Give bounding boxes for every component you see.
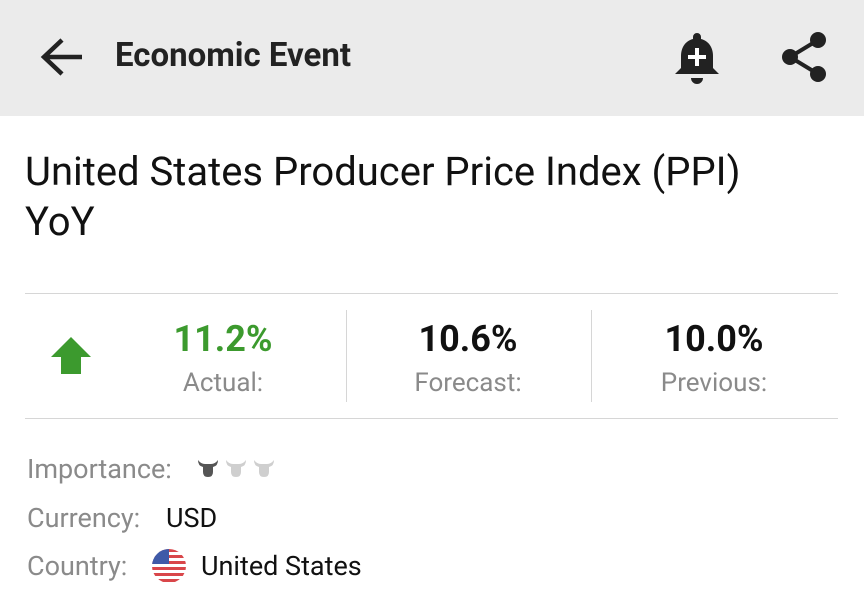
importance-label: Importance: (27, 453, 172, 485)
share-button[interactable] (778, 30, 830, 84)
actual-label: Actual: (182, 368, 264, 398)
event-title: YoY (25, 198, 95, 245)
currency-label: Currency: (27, 502, 141, 534)
country-value: United States (201, 550, 362, 582)
previous-label: Previous: (660, 368, 768, 398)
importance-bull (254, 460, 274, 477)
app-bar (0, 0, 864, 116)
forecast-label: Forecast: (414, 368, 522, 398)
event-title: United States Producer Price Index (PPI) (25, 148, 741, 195)
divider (25, 293, 838, 294)
us-flag (152, 549, 186, 583)
country-label: Country: (27, 550, 128, 582)
separator (346, 310, 347, 402)
add-alert-button[interactable] (672, 30, 722, 86)
importance-rating (198, 460, 274, 477)
actual-value: 11.2% (173, 318, 273, 360)
currency-value: USD (166, 502, 218, 534)
back-button[interactable] (36, 34, 86, 80)
trend-up-icon (51, 337, 91, 374)
importance-bull (198, 460, 218, 477)
importance-bull (226, 460, 246, 477)
screen-title: Economic Event (115, 36, 352, 75)
divider (25, 418, 838, 419)
separator (591, 310, 592, 402)
forecast-value: 10.6% (418, 318, 518, 360)
previous-value: 10.0% (664, 318, 764, 360)
